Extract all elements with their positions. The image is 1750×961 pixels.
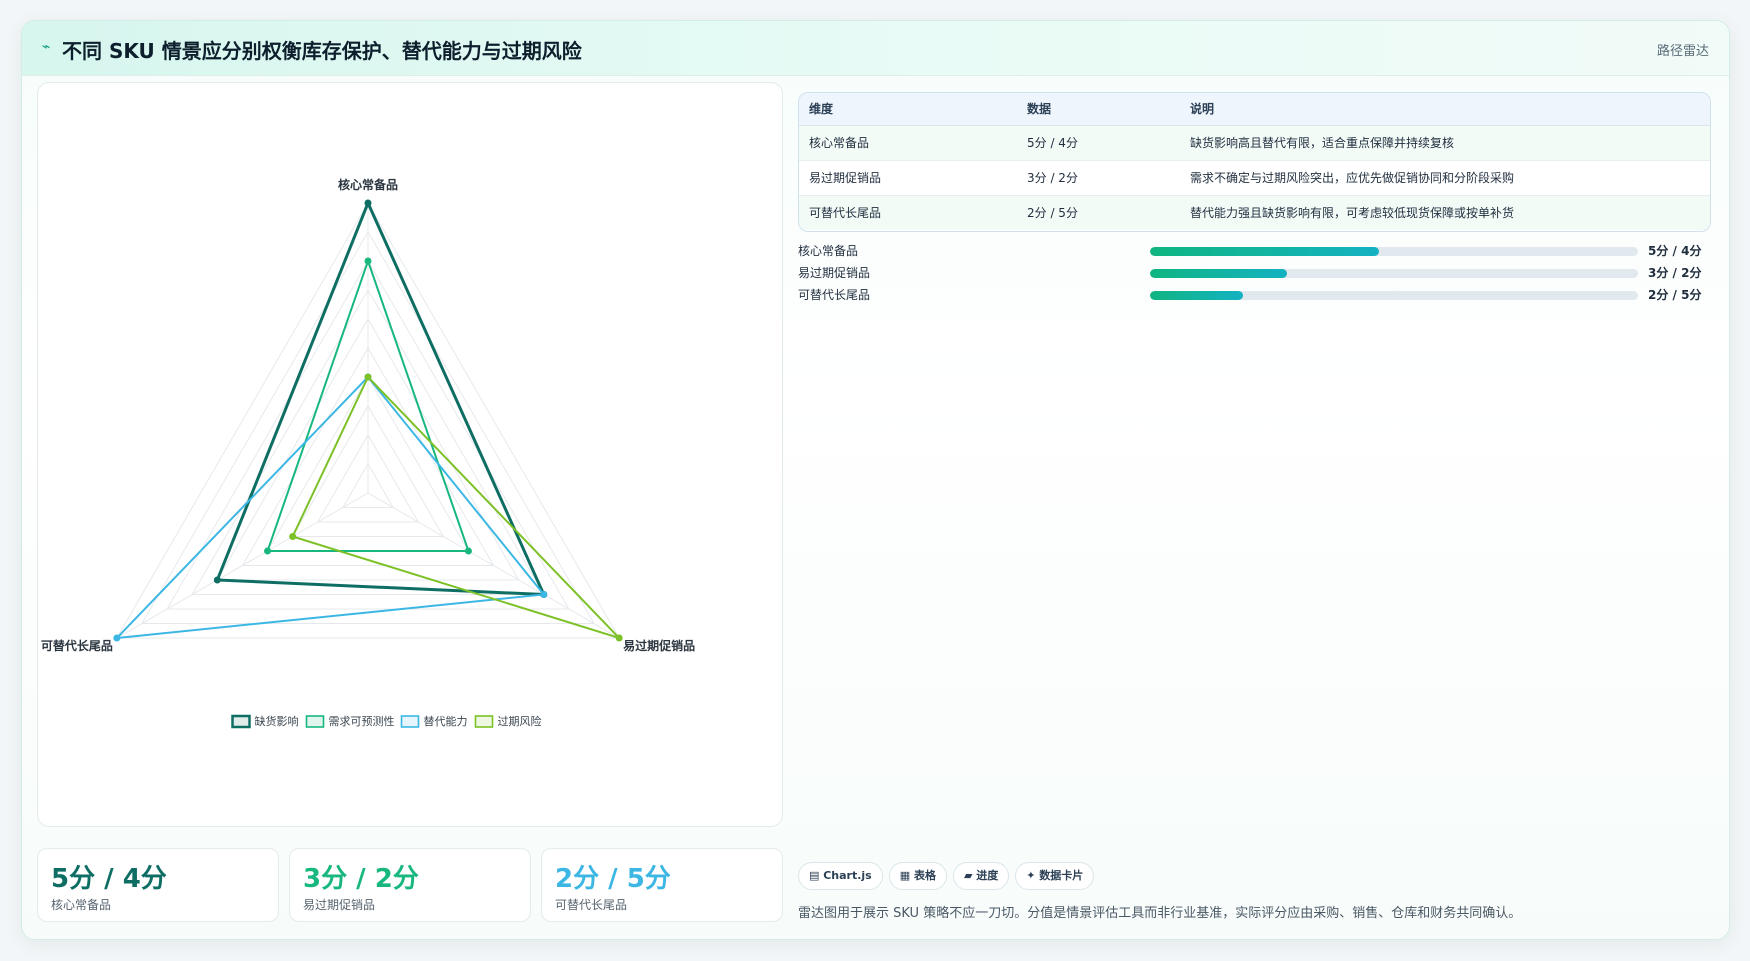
radar-data-point	[540, 591, 548, 598]
progress-fill	[1150, 269, 1287, 278]
data-table: 维度 数据 说明 核心常备品 5分 / 4分 缺货影响高且替代有限，适合重点保障…	[798, 92, 1711, 232]
radar-data-point	[289, 533, 297, 540]
radar-grid-ring	[316, 433, 420, 523]
progress-track	[1150, 269, 1638, 278]
table-row: 核心常备品 5分 / 4分 缺货影响高且替代有限，适合重点保障并持续复核	[799, 124, 1710, 160]
radar-data-point	[464, 547, 472, 555]
radar-grid-ring	[141, 231, 595, 624]
radar-series-line	[215, 199, 547, 597]
column-header-data: 数据	[1017, 93, 1180, 126]
stat-value: 3分 / 2分	[303, 864, 419, 894]
radar-data-point	[364, 199, 372, 207]
stat-card-core: 5分 / 4分 核心常备品	[37, 848, 279, 922]
stat-label: 可替代长尾品	[555, 898, 628, 912]
table-cell-dimension: 可替代长尾品	[799, 194, 1017, 230]
bolt-icon: ⌁	[42, 39, 51, 55]
progress-fill	[1150, 291, 1243, 300]
table-row: 可替代长尾品 2分 / 5分 替代能力强且缺货影响有限，可考虑较低现货保障或按单…	[799, 194, 1710, 230]
legend-swatch	[474, 715, 494, 728]
radar-data-point	[364, 373, 372, 381]
table-cell-description: 需求不确定与过期风险突出，应优先做促销协同和分阶段采购	[1180, 159, 1710, 195]
table-row: 易过期促销品 3分 / 2分 需求不确定与过期风险突出，应优先做促销协同和分阶段…	[799, 159, 1710, 195]
radar-series-line	[291, 375, 620, 639]
progress-label: 易过期促销品	[798, 266, 871, 280]
radar-grid-ring	[241, 346, 495, 566]
column-header-description: 说明	[1180, 93, 1710, 126]
radar-grid-ring	[291, 404, 445, 537]
radar-axis-label: 可替代长尾品	[41, 638, 113, 653]
chip-table[interactable]: ▦ 表格	[888, 862, 947, 890]
stat-value: 2分 / 5分	[555, 864, 671, 894]
feature-chips: ▤ Chart.js ▦ 表格 ▰ 进度 ✦ 数据卡片	[798, 862, 1100, 890]
stat-value: 5分 / 4分	[51, 864, 167, 894]
progress-value: 5分 / 4分	[1648, 244, 1702, 258]
radar-series-line	[266, 257, 470, 552]
stat-card-perishable: 3分 / 2分 易过期促销品	[289, 848, 531, 922]
radar-grid-ring	[191, 289, 545, 595]
radar-axis-line	[116, 492, 369, 639]
column-header-dimension: 维度	[799, 93, 1017, 126]
progress-label: 核心常备品	[798, 244, 859, 258]
radar-grid-ring	[216, 317, 520, 581]
chip-chartjs[interactable]: ▤ Chart.js	[798, 862, 883, 890]
table-cell-description: 缺货影响高且替代有限，适合重点保障并持续复核	[1180, 124, 1710, 160]
radar-data-point	[113, 634, 121, 642]
legend-swatch	[400, 715, 420, 728]
progress-track	[1150, 247, 1638, 256]
chip-progress[interactable]: ▰ 进度	[952, 862, 1010, 890]
progress-row: 核心常备品 5分 / 4分	[798, 239, 1711, 261]
radar-grid-ring	[115, 201, 621, 639]
table-cell-data: 2分 / 5分	[1017, 194, 1180, 230]
progress-row: 易过期促销品 3分 / 2分	[798, 261, 1711, 283]
radar-chart-panel: 核心常备品易过期促销品 可替代长尾品缺货影响 需求可预测性 替代能力 过期风险	[37, 82, 783, 827]
progress-label: 可替代长尾品	[798, 288, 871, 302]
radar-axis-label: 易过期促销品	[623, 638, 695, 653]
header-tag: 路径雷达	[1656, 44, 1709, 59]
legend-swatch	[305, 715, 325, 728]
table-cell-data: 5分 / 4分	[1017, 124, 1180, 160]
legend-label: 过期风险	[498, 714, 542, 728]
radar-data-point	[264, 547, 272, 555]
radar-axis-label: 核心常备品	[338, 177, 398, 192]
chip-data-cards[interactable]: ✦ 数据卡片	[1015, 862, 1095, 890]
footnote: 雷达图用于展示 SKU 策略不应一刀切。分值是情景评估工具而非行业基准，实际评分…	[798, 906, 1522, 921]
legend-label: 需求可预测性	[329, 714, 395, 728]
radar-data-point	[364, 257, 372, 265]
radar-grid-ring	[342, 463, 394, 508]
progress-track	[1150, 291, 1638, 300]
legend-swatch	[231, 714, 251, 729]
radar-series-line	[114, 375, 546, 640]
table-cell-data: 3分 / 2分	[1017, 159, 1180, 195]
progress-fill	[1150, 247, 1380, 256]
table-cell-description: 替代能力强且缺货影响有限，可考虑较低现货保障或按单补货	[1180, 194, 1710, 230]
progress-row: 可替代长尾品 2分 / 5分	[798, 283, 1711, 305]
table-cell-dimension: 易过期促销品	[799, 159, 1017, 195]
radar-axis-line	[367, 492, 620, 639]
progress-value: 2分 / 5分	[1648, 288, 1702, 302]
radar-data-point	[615, 634, 623, 642]
progress-value: 3分 / 2分	[1648, 266, 1702, 280]
stat-label: 核心常备品	[51, 898, 112, 912]
legend-label: 替代能力	[424, 714, 468, 728]
stat-label: 易过期促销品	[303, 898, 376, 912]
page-title: 不同 SKU 情景应分别权衡库存保护、替代能力与过期风险	[62, 39, 582, 63]
table-cell-dimension: 核心常备品	[799, 124, 1017, 160]
legend-label: 缺货影响	[255, 714, 299, 728]
header-bar: ⌁ 不同 SKU 情景应分别权衡库存保护、替代能力与过期风险 路径雷达	[22, 21, 1729, 76]
stat-card-longtail: 2分 / 5分 可替代长尾品	[541, 848, 783, 922]
radar-data-point	[213, 576, 221, 584]
radar-grid-ring	[166, 260, 570, 610]
